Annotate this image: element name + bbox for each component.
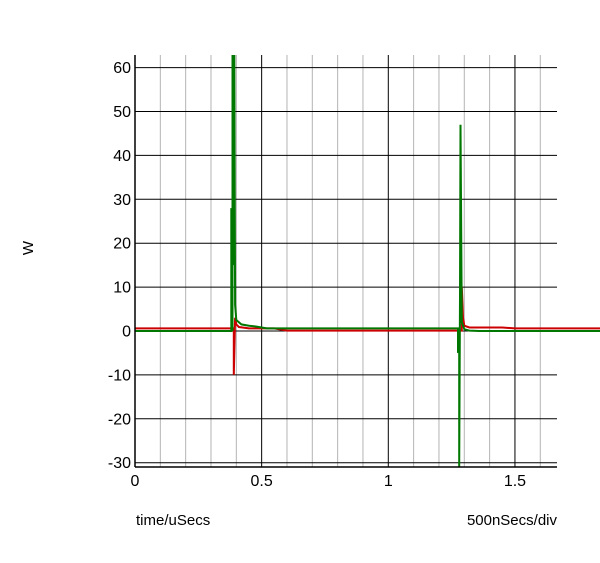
y-tick-label: -30 — [108, 455, 131, 472]
y-tick-label: 40 — [113, 148, 131, 165]
y-tick-label: -20 — [108, 411, 131, 428]
x-tick-label: 1.5 — [504, 473, 526, 490]
y-tick-label: 0 — [122, 324, 131, 341]
x-scale-label: 500nSecs/div — [467, 512, 558, 529]
axes — [134, 55, 557, 468]
y-tick-label: 30 — [113, 192, 131, 209]
y-tick-labels: -30 -20 -10 0 10 20 30 40 50 60 — [108, 60, 131, 472]
minor-grid — [159, 55, 541, 467]
y-tick-label: 60 — [113, 60, 131, 77]
x-tick-labels: 00.511.522.53 — [131, 473, 527, 490]
x-tick-label: 1 — [384, 473, 393, 490]
series-group — [135, 54, 600, 468]
series-line-1 — [135, 287, 600, 375]
x-axis-label: time/uSecs — [136, 512, 210, 529]
y-tick-label: 10 — [113, 280, 131, 297]
x-tick-label: 0 — [131, 473, 140, 490]
y-tick-label: 50 — [113, 104, 131, 121]
y-tick-label: -10 — [108, 367, 131, 384]
y-tick-label: 20 — [113, 236, 131, 253]
series-line-2 — [135, 54, 600, 468]
x-tick-label: 0.5 — [251, 473, 273, 490]
y-axis-label: W — [20, 240, 37, 255]
